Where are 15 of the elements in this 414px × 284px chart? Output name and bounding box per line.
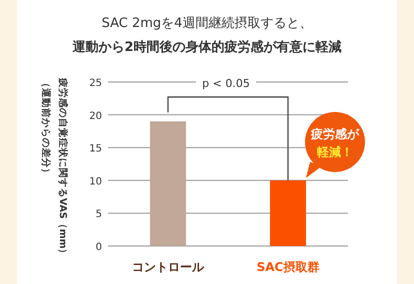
chart-title: SAC 2mgを4週間継続摂取すると、 <box>102 16 312 31</box>
y-tick-label: 10 <box>89 176 102 188</box>
y-tick-label: 15 <box>89 144 102 155</box>
annotation: 疲労感が <box>310 127 360 141</box>
chart-subtitle: 運動から2時間後の身体的疲労感が有意に軽減 <box>71 39 342 55</box>
y-axis-title: 疲労感の自覚症状に関するVAS（mm） <box>57 77 69 259</box>
annotation: 軽減！ <box>316 145 353 159</box>
x-tick-label: コントロール <box>132 260 205 274</box>
y-tick-label: 25 <box>89 78 102 89</box>
y-tick-label: 0 <box>96 242 102 253</box>
annotation: p < 0.05 <box>202 77 250 90</box>
text: （運動前からの差分） <box>40 78 52 178</box>
x-tick-label: SAC摂取群 <box>256 260 320 274</box>
y-tick-label: 20 <box>89 110 102 122</box>
y-tick-label: 5 <box>96 209 102 220</box>
